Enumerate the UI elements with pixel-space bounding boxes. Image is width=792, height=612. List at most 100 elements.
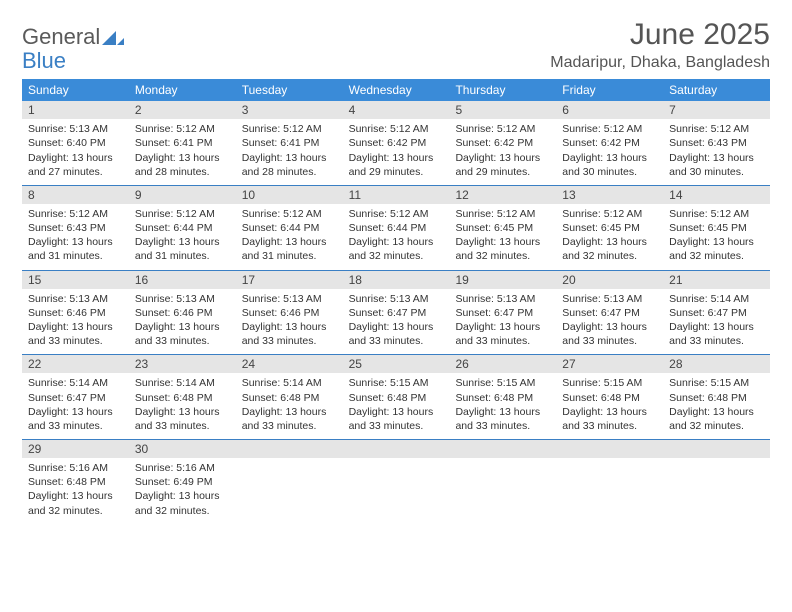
dow-saturday: Saturday	[663, 79, 770, 101]
daylight-line: Daylight: 13 hours and 32 minutes.	[455, 235, 550, 263]
day-body: Sunrise: 5:12 AMSunset: 6:45 PMDaylight:…	[663, 207, 770, 264]
day-body: Sunrise: 5:12 AMSunset: 6:42 PMDaylight:…	[449, 122, 556, 179]
sunset-line: Sunset: 6:44 PM	[242, 221, 337, 235]
sunset-line: Sunset: 6:48 PM	[242, 391, 337, 405]
daylight-line: Daylight: 13 hours and 32 minutes.	[349, 235, 444, 263]
day-cell: 14Sunrise: 5:12 AMSunset: 6:45 PMDayligh…	[663, 186, 770, 270]
sunset-line: Sunset: 6:47 PM	[669, 306, 764, 320]
day-number	[449, 440, 556, 458]
day-number: 25	[343, 355, 450, 373]
day-number: 7	[663, 101, 770, 119]
sunrise-line: Sunrise: 5:12 AM	[135, 207, 230, 221]
day-body: Sunrise: 5:12 AMSunset: 6:41 PMDaylight:…	[236, 122, 343, 179]
day-body: Sunrise: 5:12 AMSunset: 6:44 PMDaylight:…	[236, 207, 343, 264]
sunrise-line: Sunrise: 5:12 AM	[669, 207, 764, 221]
daylight-line: Daylight: 13 hours and 29 minutes.	[455, 151, 550, 179]
day-cell: 7 Sunrise: 5:12 AMSunset: 6:43 PMDaylight…	[663, 101, 770, 185]
sunrise-line: Sunrise: 5:13 AM	[349, 292, 444, 306]
sunrise-line: Sunrise: 5:12 AM	[562, 122, 657, 136]
day-cell: 30Sunrise: 5:16 AMSunset: 6:49 PMDayligh…	[129, 440, 236, 524]
day-cell: 27Sunrise: 5:15 AMSunset: 6:48 PMDayligh…	[556, 355, 663, 439]
dow-friday: Friday	[556, 79, 663, 101]
week-row: 8Sunrise: 5:12 AMSunset: 6:43 PMDaylight…	[22, 186, 770, 271]
title-block: June 2025 Madaripur, Dhaka, Bangladesh	[550, 18, 770, 72]
sunset-line: Sunset: 6:45 PM	[455, 221, 550, 235]
sunset-line: Sunset: 6:49 PM	[135, 475, 230, 489]
daylight-line: Daylight: 13 hours and 31 minutes.	[135, 235, 230, 263]
daylight-line: Daylight: 13 hours and 33 minutes.	[28, 405, 123, 433]
logo: General Blue	[22, 26, 124, 73]
daylight-line: Daylight: 13 hours and 30 minutes.	[669, 151, 764, 179]
sunrise-line: Sunrise: 5:12 AM	[669, 122, 764, 136]
day-number: 16	[129, 271, 236, 289]
week-row: 29Sunrise: 5:16 AMSunset: 6:48 PMDayligh…	[22, 440, 770, 524]
sunset-line: Sunset: 6:41 PM	[242, 136, 337, 150]
day-body: Sunrise: 5:14 AMSunset: 6:47 PMDaylight:…	[22, 376, 129, 433]
day-number	[663, 440, 770, 458]
day-cell: 19Sunrise: 5:13 AMSunset: 6:47 PMDayligh…	[449, 271, 556, 355]
sunrise-line: Sunrise: 5:14 AM	[242, 376, 337, 390]
empty-cell	[236, 440, 343, 524]
sunset-line: Sunset: 6:46 PM	[28, 306, 123, 320]
day-number: 9	[129, 186, 236, 204]
sunrise-line: Sunrise: 5:12 AM	[28, 207, 123, 221]
day-cell: 4Sunrise: 5:12 AMSunset: 6:42 PMDaylight…	[343, 101, 450, 185]
daylight-line: Daylight: 13 hours and 31 minutes.	[28, 235, 123, 263]
day-number: 1	[22, 101, 129, 119]
day-body: Sunrise: 5:12 AMSunset: 6:45 PMDaylight:…	[449, 207, 556, 264]
sunrise-line: Sunrise: 5:15 AM	[669, 376, 764, 390]
daylight-line: Daylight: 13 hours and 32 minutes.	[28, 489, 123, 517]
day-cell: 22 Sunrise: 5:14 AMSunset: 6:47 PMDayligh…	[22, 355, 129, 439]
day-body: Sunrise: 5:14 AMSunset: 6:47 PMDaylight:…	[663, 292, 770, 349]
day-body: Sunrise: 5:13 AMSunset: 6:46 PMDaylight:…	[129, 292, 236, 349]
dow-sunday: Sunday	[22, 79, 129, 101]
sunrise-line: Sunrise: 5:16 AM	[135, 461, 230, 475]
day-body: Sunrise: 5:13 AMSunset: 6:47 PMDaylight:…	[343, 292, 450, 349]
day-cell: 13Sunrise: 5:12 AMSunset: 6:45 PMDayligh…	[556, 186, 663, 270]
sunrise-line: Sunrise: 5:12 AM	[135, 122, 230, 136]
daylight-line: Daylight: 13 hours and 33 minutes.	[135, 405, 230, 433]
day-cell: 6 Sunrise: 5:12 AMSunset: 6:42 PMDaylight…	[556, 101, 663, 185]
sunset-line: Sunset: 6:48 PM	[562, 391, 657, 405]
daylight-line: Daylight: 13 hours and 30 minutes.	[562, 151, 657, 179]
sunset-line: Sunset: 6:44 PM	[135, 221, 230, 235]
day-cell: 28Sunrise: 5:15 AMSunset: 6:48 PMDayligh…	[663, 355, 770, 439]
calendar: SundayMondayTuesdayWednesdayThursdayFrid…	[22, 79, 770, 523]
sunset-line: Sunset: 6:43 PM	[669, 136, 764, 150]
day-number: 6	[556, 101, 663, 119]
day-number: 12	[449, 186, 556, 204]
sunrise-line: Sunrise: 5:14 AM	[669, 292, 764, 306]
week-row: 1 Sunrise: 5:13 AMSunset: 6:40 PMDaylight…	[22, 101, 770, 186]
day-cell: 15Sunrise: 5:13 AMSunset: 6:46 PMDayligh…	[22, 271, 129, 355]
sunrise-line: Sunrise: 5:16 AM	[28, 461, 123, 475]
sunset-line: Sunset: 6:46 PM	[242, 306, 337, 320]
day-body: Sunrise: 5:13 AMSunset: 6:40 PMDaylight:…	[22, 122, 129, 179]
day-number: 27	[556, 355, 663, 373]
empty-cell	[663, 440, 770, 524]
sunset-line: Sunset: 6:43 PM	[28, 221, 123, 235]
day-number: 22	[22, 355, 129, 373]
sunset-line: Sunset: 6:47 PM	[28, 391, 123, 405]
daylight-line: Daylight: 13 hours and 29 minutes.	[349, 151, 444, 179]
day-number: 21	[663, 271, 770, 289]
header: General Blue June 2025 Madaripur, Dhaka,…	[22, 18, 770, 73]
day-cell: 2Sunrise: 5:12 AMSunset: 6:41 PMDaylight…	[129, 101, 236, 185]
sunset-line: Sunset: 6:48 PM	[455, 391, 550, 405]
daylight-line: Daylight: 13 hours and 33 minutes.	[135, 320, 230, 348]
sunrise-line: Sunrise: 5:12 AM	[242, 122, 337, 136]
month-title: June 2025	[550, 18, 770, 52]
day-number: 18	[343, 271, 450, 289]
sunrise-line: Sunrise: 5:13 AM	[242, 292, 337, 306]
day-body	[449, 461, 556, 517]
daylight-line: Daylight: 13 hours and 28 minutes.	[242, 151, 337, 179]
day-body	[556, 461, 663, 517]
day-body: Sunrise: 5:12 AMSunset: 6:43 PMDaylight:…	[663, 122, 770, 179]
daylight-line: Daylight: 13 hours and 32 minutes.	[135, 489, 230, 517]
sunrise-line: Sunrise: 5:13 AM	[28, 292, 123, 306]
empty-cell	[449, 440, 556, 524]
dow-thursday: Thursday	[449, 79, 556, 101]
day-number	[343, 440, 450, 458]
day-number	[236, 440, 343, 458]
sunrise-line: Sunrise: 5:14 AM	[28, 376, 123, 390]
sunset-line: Sunset: 6:42 PM	[562, 136, 657, 150]
